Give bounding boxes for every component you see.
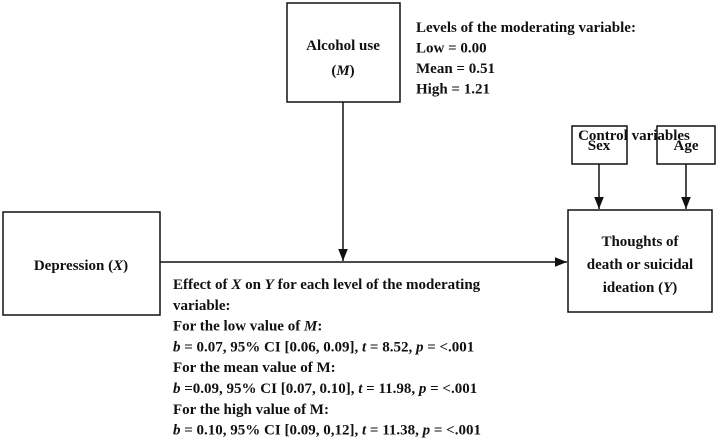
age-label: Age [674, 138, 699, 154]
text-run: death or suicidal [587, 257, 693, 273]
text-run: b [173, 381, 181, 397]
text-run: ) [672, 280, 677, 296]
text-run: =0.09, 95% CI [0.07, 0.10], [181, 381, 359, 397]
text-run: Levels of the moderating variable: [416, 20, 636, 36]
sex-label: Sex [588, 138, 611, 154]
text-run: For the mean value of M: [173, 360, 336, 376]
effects-text: For the mean value of M: [173, 360, 336, 376]
text-run: variable: [173, 298, 231, 314]
text-run: p [414, 339, 424, 355]
text-run: = 11.38, [366, 423, 422, 439]
effects-text: variable: [173, 298, 231, 314]
text-run: on [241, 277, 264, 293]
text-run: Depression ( [34, 258, 113, 274]
text-run: Thoughts of [601, 234, 679, 250]
text-run: = 0.07, 95% CI [0.06, 0.09], [181, 339, 362, 355]
text-run: = <.001 [423, 339, 474, 355]
control-variables-title: Control variables [578, 128, 690, 144]
predictor-box [2, 211, 161, 316]
texts: Alcohol use(M)Levels of the moderating v… [34, 20, 699, 439]
text-run: = 8.52, [366, 339, 416, 355]
text-run: Age [674, 138, 699, 154]
text-run: = 11.98, [362, 381, 418, 397]
moderator-label: (M) [331, 63, 354, 79]
text-run: = <.001 [426, 381, 477, 397]
text-run: p [417, 381, 427, 397]
text-run: Low = 0.00 [416, 41, 487, 57]
text-run: b [173, 423, 181, 439]
text-run: ( [331, 63, 336, 79]
text-run: = 0.10, 95% CI [0.09, 0,12], [181, 423, 362, 439]
text-run: X [112, 258, 124, 274]
outcome-box [567, 209, 713, 313]
effects-text: For the low value of M: [173, 319, 322, 335]
predictor-label: Depression (X) [34, 258, 128, 274]
moderator-levels: High = 1.21 [416, 82, 490, 98]
text-run: For the high value of M: [173, 402, 329, 418]
text-run: = <.001 [430, 423, 481, 439]
text-run: Effect of [173, 277, 231, 293]
effects-text: Effect of X on Y for each level of the m… [173, 277, 481, 293]
text-run: t [362, 339, 367, 355]
effects-text: b =0.09, 95% CI [0.07, 0.10], t = 11.98,… [173, 381, 477, 397]
effects-text: b = 0.10, 95% CI [0.09, 0,12], t = 11.38… [173, 423, 481, 439]
text-run: p [421, 423, 431, 439]
moderator-box [286, 2, 401, 103]
text-run: Y [265, 277, 276, 293]
text-run: High = 1.21 [416, 82, 490, 98]
text-run: t [358, 381, 363, 397]
text-run: Sex [588, 138, 611, 154]
moderator-label: Alcohol use [306, 38, 380, 54]
moderator-levels: Mean = 0.51 [416, 61, 495, 77]
text-run: M [335, 63, 350, 79]
effects-text: For the high value of M: [173, 402, 329, 418]
moderator-levels: Levels of the moderating variable: [416, 20, 636, 36]
effects-text: b = 0.07, 95% CI [0.06, 0.09], t = 8.52,… [173, 339, 474, 355]
text-run: ) [123, 258, 128, 274]
outcome-label: death or suicidal [587, 257, 693, 273]
moderator-levels: Low = 0.00 [416, 41, 487, 57]
text-run: : [317, 319, 322, 335]
text-run: t [362, 423, 367, 439]
text-run: Y [663, 280, 674, 296]
text-run: ) [350, 63, 355, 79]
outcome-label: ideation (Y) [603, 280, 678, 296]
text-run: ideation ( [603, 280, 663, 296]
text-run: Mean = 0.51 [416, 61, 495, 77]
text-run: M [303, 319, 318, 335]
text-run: For the low value of [173, 319, 304, 335]
text-run: Control variables [578, 128, 690, 144]
text-run: X [230, 277, 242, 293]
outcome-label: Thoughts of [601, 234, 679, 250]
text-run: Alcohol use [306, 38, 380, 54]
text-run: b [173, 339, 181, 355]
text-run: for each level of the moderating [274, 277, 481, 293]
